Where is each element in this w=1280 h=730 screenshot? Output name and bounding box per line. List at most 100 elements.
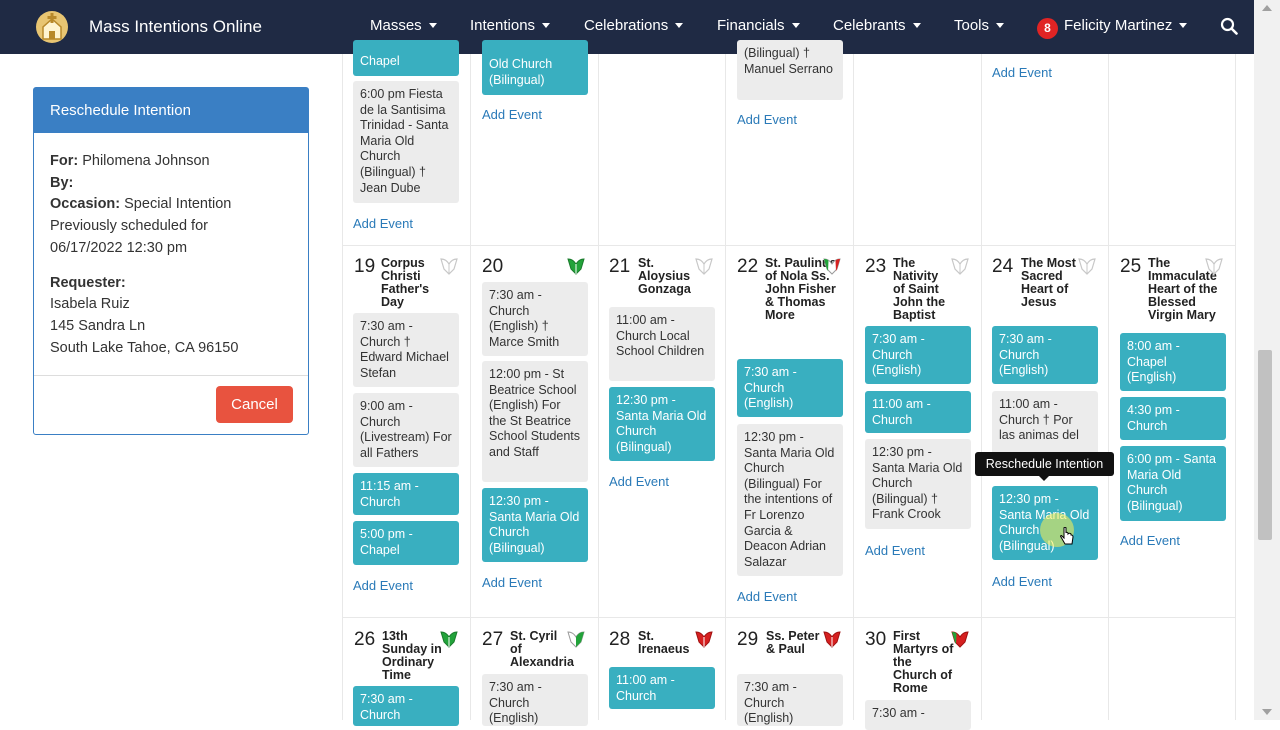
add-event-link[interactable]: Add Event	[992, 574, 1052, 589]
scroll-down-arrow-icon[interactable]	[1262, 709, 1272, 715]
event-card[interactable]: 7:30 am -	[865, 700, 971, 730]
nav-intentions[interactable]: Intentions	[470, 17, 551, 34]
event-card[interactable]: 11:00 am - Church	[609, 667, 715, 709]
grid-line	[853, 54, 854, 720]
event-card[interactable]: 12:30 pm - Santa Maria Old Church (Bilin…	[865, 439, 971, 529]
event-card[interactable]: 8:00 am - Chapel (English)	[1120, 333, 1226, 391]
event-card[interactable]: 4:30 pm - Church	[1120, 397, 1226, 440]
add-event-link[interactable]: Add Event	[992, 65, 1052, 80]
grid-line	[1235, 54, 1236, 720]
white-vestment-icon	[1205, 258, 1223, 275]
feast-title: First Martyrs of the Church of Rome	[893, 629, 954, 695]
search-icon[interactable]	[1220, 17, 1238, 35]
requester-address-line2: South Lake Tahoe, CA 96150	[50, 339, 239, 356]
grid-line	[725, 54, 726, 720]
white-vestment-icon	[1078, 258, 1096, 275]
red-green-vestment-icon	[951, 631, 969, 648]
green-vestment-icon	[440, 631, 458, 648]
app-title[interactable]: Mass Intentions Online	[89, 17, 262, 36]
event-card[interactable]: Old Church (Bilingual)	[482, 40, 588, 95]
event-text: 11:00 am - Church	[616, 673, 675, 703]
nav-celebrants[interactable]: Celebrants	[833, 17, 921, 34]
event-card[interactable]: 11:00 am - Church Local School Children	[609, 307, 715, 381]
event-card[interactable]: 5:00 pm - Chapel	[353, 521, 459, 565]
grid-line	[598, 54, 599, 720]
nav-financials[interactable]: Financials	[717, 17, 800, 34]
event-text: 7:30 am - Church	[360, 692, 413, 722]
white-green-vestment-icon	[567, 631, 585, 648]
add-event-link[interactable]: Add Event	[353, 216, 413, 231]
scroll-up-arrow-icon[interactable]	[1262, 5, 1272, 11]
event-card[interactable]: 7:30 am - Church † Edward Michael Stefan	[353, 313, 459, 387]
grid-line	[981, 54, 982, 720]
add-event-link[interactable]: Add Event	[482, 107, 542, 122]
nav-tools[interactable]: Tools	[954, 17, 1005, 34]
add-event-link[interactable]: Add Event	[353, 578, 413, 593]
event-card[interactable]: 7:30 am - Church (English)	[865, 326, 971, 384]
hand-cursor-icon	[1060, 527, 1074, 545]
event-text: 4:30 pm - Church	[1127, 403, 1180, 433]
event-card[interactable]: 7:30 am - Church (English)	[992, 326, 1098, 384]
by-label: By:	[50, 174, 74, 191]
event-card[interactable]: 12:00 pm - St Beatrice School (English) …	[482, 361, 588, 482]
caret-down-icon	[542, 22, 551, 28]
add-event-link[interactable]: Add Event	[609, 474, 669, 489]
event-text: Chapel	[360, 54, 400, 68]
event-text: Old Church (Bilingual)	[489, 57, 553, 87]
event-text: 11:00 am - Church Local School Children	[616, 313, 705, 359]
event-text: 6:00 pm Fiesta de la Santisima Trinidad …	[360, 87, 449, 195]
nav-masses[interactable]: Masses	[370, 17, 437, 34]
add-event-link[interactable]: Add Event	[737, 589, 797, 604]
event-card[interactable]: 9:00 am - Church (Livestream) For all Fa…	[353, 393, 459, 467]
nav-financials-label: Financials	[717, 17, 785, 34]
cancel-button[interactable]: Cancel	[216, 386, 293, 423]
day-number: 23	[865, 256, 887, 277]
event-text: 7:30 am - Church † Edward Michael Stefan	[360, 319, 449, 380]
page-scrollbar[interactable]	[1254, 0, 1280, 720]
add-event-link[interactable]: Add Event	[1120, 533, 1180, 548]
user-name: Felicity Martinez	[1064, 17, 1173, 34]
occasion-line: Occasion: Special Intention	[50, 194, 292, 216]
reschedule-tooltip: Reschedule Intention	[975, 452, 1114, 476]
nav-tools-label: Tools	[954, 17, 990, 34]
event-card[interactable]: 7:30 am - Church (English) † Marce Smith	[482, 282, 588, 356]
day-number: 30	[865, 629, 887, 650]
event-card[interactable]: (Bilingual) † Manuel Serrano	[737, 40, 843, 100]
requester-label: Requester:	[50, 274, 126, 291]
event-card[interactable]: 6:00 pm - Santa Maria Old Church (Biling…	[1120, 446, 1226, 521]
scroll-thumb[interactable]	[1258, 350, 1272, 540]
event-card[interactable]: 12:30 pm - Santa Maria Old Church (Bilin…	[737, 424, 843, 576]
church-logo-icon[interactable]	[34, 9, 70, 45]
for-label: For:	[50, 153, 79, 169]
grid-line	[470, 54, 471, 720]
grid-line	[342, 617, 1236, 618]
user-menu[interactable]: Felicity Martinez	[1064, 17, 1188, 34]
event-card[interactable]: 11:00 am - Church † Por las animas del	[992, 391, 1098, 455]
event-card[interactable]: 7:30 am - Church (English)	[737, 674, 843, 726]
event-text: 7:30 am - Church (English) † Marce Smith	[489, 288, 560, 349]
event-card[interactable]: Chapel	[353, 40, 459, 76]
feast-title: St. Aloysius Gonzaga	[638, 256, 691, 296]
feast-title: St. Irenaeus	[638, 629, 690, 656]
event-text: 9:00 am - Church (Livestream) For all Fa…	[360, 399, 452, 460]
white-vestment-icon	[440, 258, 458, 275]
reschedule-intention-panel: Reschedule Intention For: Philomena John…	[33, 87, 309, 435]
caret-down-icon	[791, 22, 800, 28]
event-card[interactable]: 7:30 am - Church	[353, 686, 459, 726]
nav-celebrations[interactable]: Celebrations	[584, 17, 684, 34]
notification-badge[interactable]: 8	[1037, 18, 1058, 39]
event-text: 8:00 am - Chapel (English)	[1127, 339, 1180, 385]
event-card[interactable]: 11:15 am - Church	[353, 473, 459, 515]
event-card[interactable]: 11:00 am - Church	[865, 391, 971, 433]
event-card[interactable]: 12:30 pm - Santa Maria Old Church (Bilin…	[609, 387, 715, 461]
feast-title: The Nativity of Saint John the Baptist	[893, 256, 946, 322]
add-event-link[interactable]: Add Event	[482, 575, 542, 590]
feast-title: St. Paulinus of Nola Ss. John Fisher & T…	[765, 256, 837, 322]
event-card[interactable]: 6:00 pm Fiesta de la Santisima Trinidad …	[353, 81, 459, 203]
event-card[interactable]: 12:30 pm - Santa Maria Old Church (Bilin…	[482, 488, 588, 562]
add-event-link[interactable]: Add Event	[865, 543, 925, 558]
add-event-link[interactable]: Add Event	[737, 112, 797, 127]
event-card[interactable]: 7:30 am - Church (English)	[482, 674, 588, 726]
event-card[interactable]: 7:30 am - Church (English)	[737, 359, 843, 417]
feast-title: Corpus Christi Father's Day	[381, 256, 430, 309]
